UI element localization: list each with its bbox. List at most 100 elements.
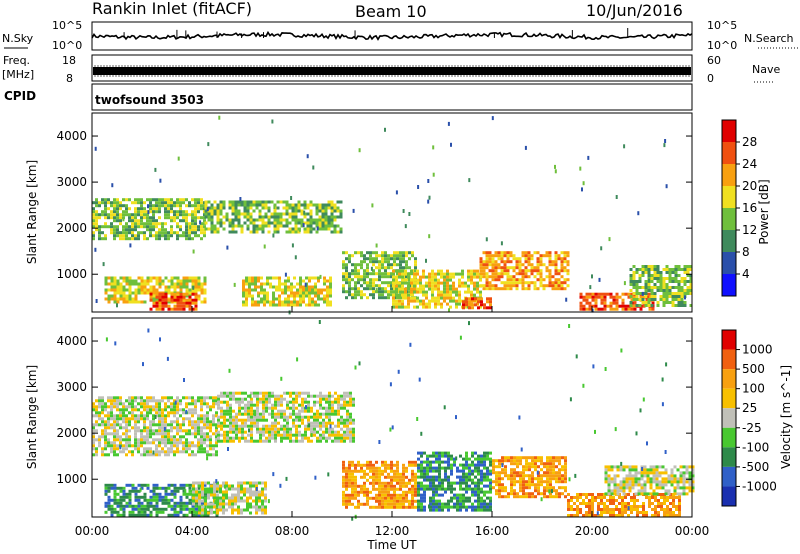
heatmap-cell xyxy=(182,411,185,415)
heatmap-cell xyxy=(192,502,195,506)
heatmap-cell xyxy=(104,198,107,202)
heatmap-cell xyxy=(656,268,660,271)
heatmap-cell xyxy=(405,469,408,473)
heatmap-cell xyxy=(213,505,216,509)
heatmap-cell xyxy=(128,402,131,406)
heatmap-cell xyxy=(659,283,663,286)
heatmap-cell xyxy=(486,306,489,310)
heatmap-cell xyxy=(164,304,168,308)
heatmap-cell xyxy=(134,495,138,499)
heatmap-cell xyxy=(392,302,395,306)
heatmap-cell xyxy=(615,292,619,296)
heatmap-cell xyxy=(173,495,177,499)
heatmap-cell xyxy=(417,505,420,509)
heatmap-cell xyxy=(240,484,243,488)
heatmap-cell xyxy=(164,507,168,511)
heatmap-cell xyxy=(225,490,228,494)
heatmap-cell xyxy=(689,292,693,295)
heatmap-cell xyxy=(588,301,592,305)
heatmap-cell xyxy=(363,272,366,276)
heatmap-cell xyxy=(348,254,351,258)
heatmap-cell xyxy=(215,513,219,517)
heatmap-cell xyxy=(170,447,173,451)
heatmap-cell xyxy=(330,206,334,210)
heatmap-cell xyxy=(125,297,129,301)
heatmap-cell xyxy=(306,224,310,228)
heatmap-cell xyxy=(131,291,135,295)
heatmap-cell xyxy=(348,499,351,503)
heatmap-cell xyxy=(437,272,440,276)
heatmap-cell xyxy=(258,493,261,497)
heatmap-cell xyxy=(326,303,329,307)
heatmap-cell xyxy=(416,269,419,273)
heatmap-cell xyxy=(346,427,349,431)
heatmap-cell xyxy=(292,406,295,410)
heatmap-cell xyxy=(215,411,218,415)
heatmap-cell xyxy=(143,399,146,403)
heatmap-cell xyxy=(223,394,226,398)
heatmap-cell xyxy=(369,460,372,464)
heatmap-cell xyxy=(585,292,589,296)
heatmap-cell xyxy=(668,286,672,289)
heatmap-cell xyxy=(176,423,179,427)
heatmap-cell xyxy=(206,423,209,427)
heatmap-cell xyxy=(152,438,155,442)
heatmap-cell xyxy=(225,218,229,222)
heatmap-cell xyxy=(134,417,137,421)
heatmap-cell xyxy=(146,426,149,430)
heatmap-cell xyxy=(206,513,210,517)
heatmap-cell xyxy=(291,227,295,231)
heatmap-cell xyxy=(503,269,507,273)
heatmap-cell xyxy=(188,222,191,226)
heatmap-cell xyxy=(402,463,405,467)
heatmap-cell xyxy=(170,423,173,427)
heatmap-cell xyxy=(170,507,174,511)
heatmap-cell xyxy=(390,487,393,491)
heatmap-cell xyxy=(223,421,226,425)
heatmap-cell xyxy=(473,299,476,303)
heatmap-cell xyxy=(629,280,633,283)
heatmap-cell xyxy=(509,254,513,258)
heatmap-cell xyxy=(188,510,192,514)
heatmap-cell xyxy=(644,271,648,274)
heatmap-cell xyxy=(113,300,117,304)
heatmap-cell xyxy=(452,287,455,291)
heatmap-cell xyxy=(92,213,95,217)
heatmap-cell xyxy=(222,493,225,497)
heatmap-cell xyxy=(185,301,189,305)
heatmap-cell xyxy=(176,489,180,493)
heatmap-cell xyxy=(396,487,399,491)
heatmap-cell xyxy=(449,299,452,303)
heatmap-cell xyxy=(149,504,153,508)
heatmap-cell xyxy=(352,418,355,422)
heatmap-cell xyxy=(286,406,289,410)
heatmap-cell xyxy=(122,228,125,232)
heatmap-cell xyxy=(260,291,263,295)
heatmap-cell xyxy=(288,206,292,210)
heatmap-cell xyxy=(420,460,423,464)
heatmap-cell xyxy=(539,272,543,276)
heatmap-cell xyxy=(116,444,119,448)
heatmap-cell xyxy=(143,285,147,289)
heatmap-cell xyxy=(252,218,256,222)
heatmap-cell xyxy=(131,489,135,493)
heatmap-cell xyxy=(339,230,343,234)
heatmap-cell xyxy=(167,207,170,211)
heatmap-cell xyxy=(261,224,265,228)
heatmap-cell xyxy=(131,237,134,241)
heatmap-cell xyxy=(453,496,456,500)
heatmap-cell xyxy=(328,412,331,416)
heatmap-cell xyxy=(200,444,203,448)
heatmap-cell xyxy=(304,397,307,401)
heatmap-cell xyxy=(259,412,262,416)
heatmap-cell xyxy=(197,513,201,517)
heatmap-speck xyxy=(598,277,601,282)
heatmap-cell xyxy=(384,490,387,494)
heatmap-cell xyxy=(170,279,174,283)
heatmap-cell xyxy=(342,481,345,485)
heatmap-cell xyxy=(683,304,687,307)
heatmap-cell xyxy=(98,423,101,427)
heatmap-cell xyxy=(539,284,543,288)
heatmap-cell xyxy=(137,501,141,505)
heatmap-cell xyxy=(122,291,126,295)
